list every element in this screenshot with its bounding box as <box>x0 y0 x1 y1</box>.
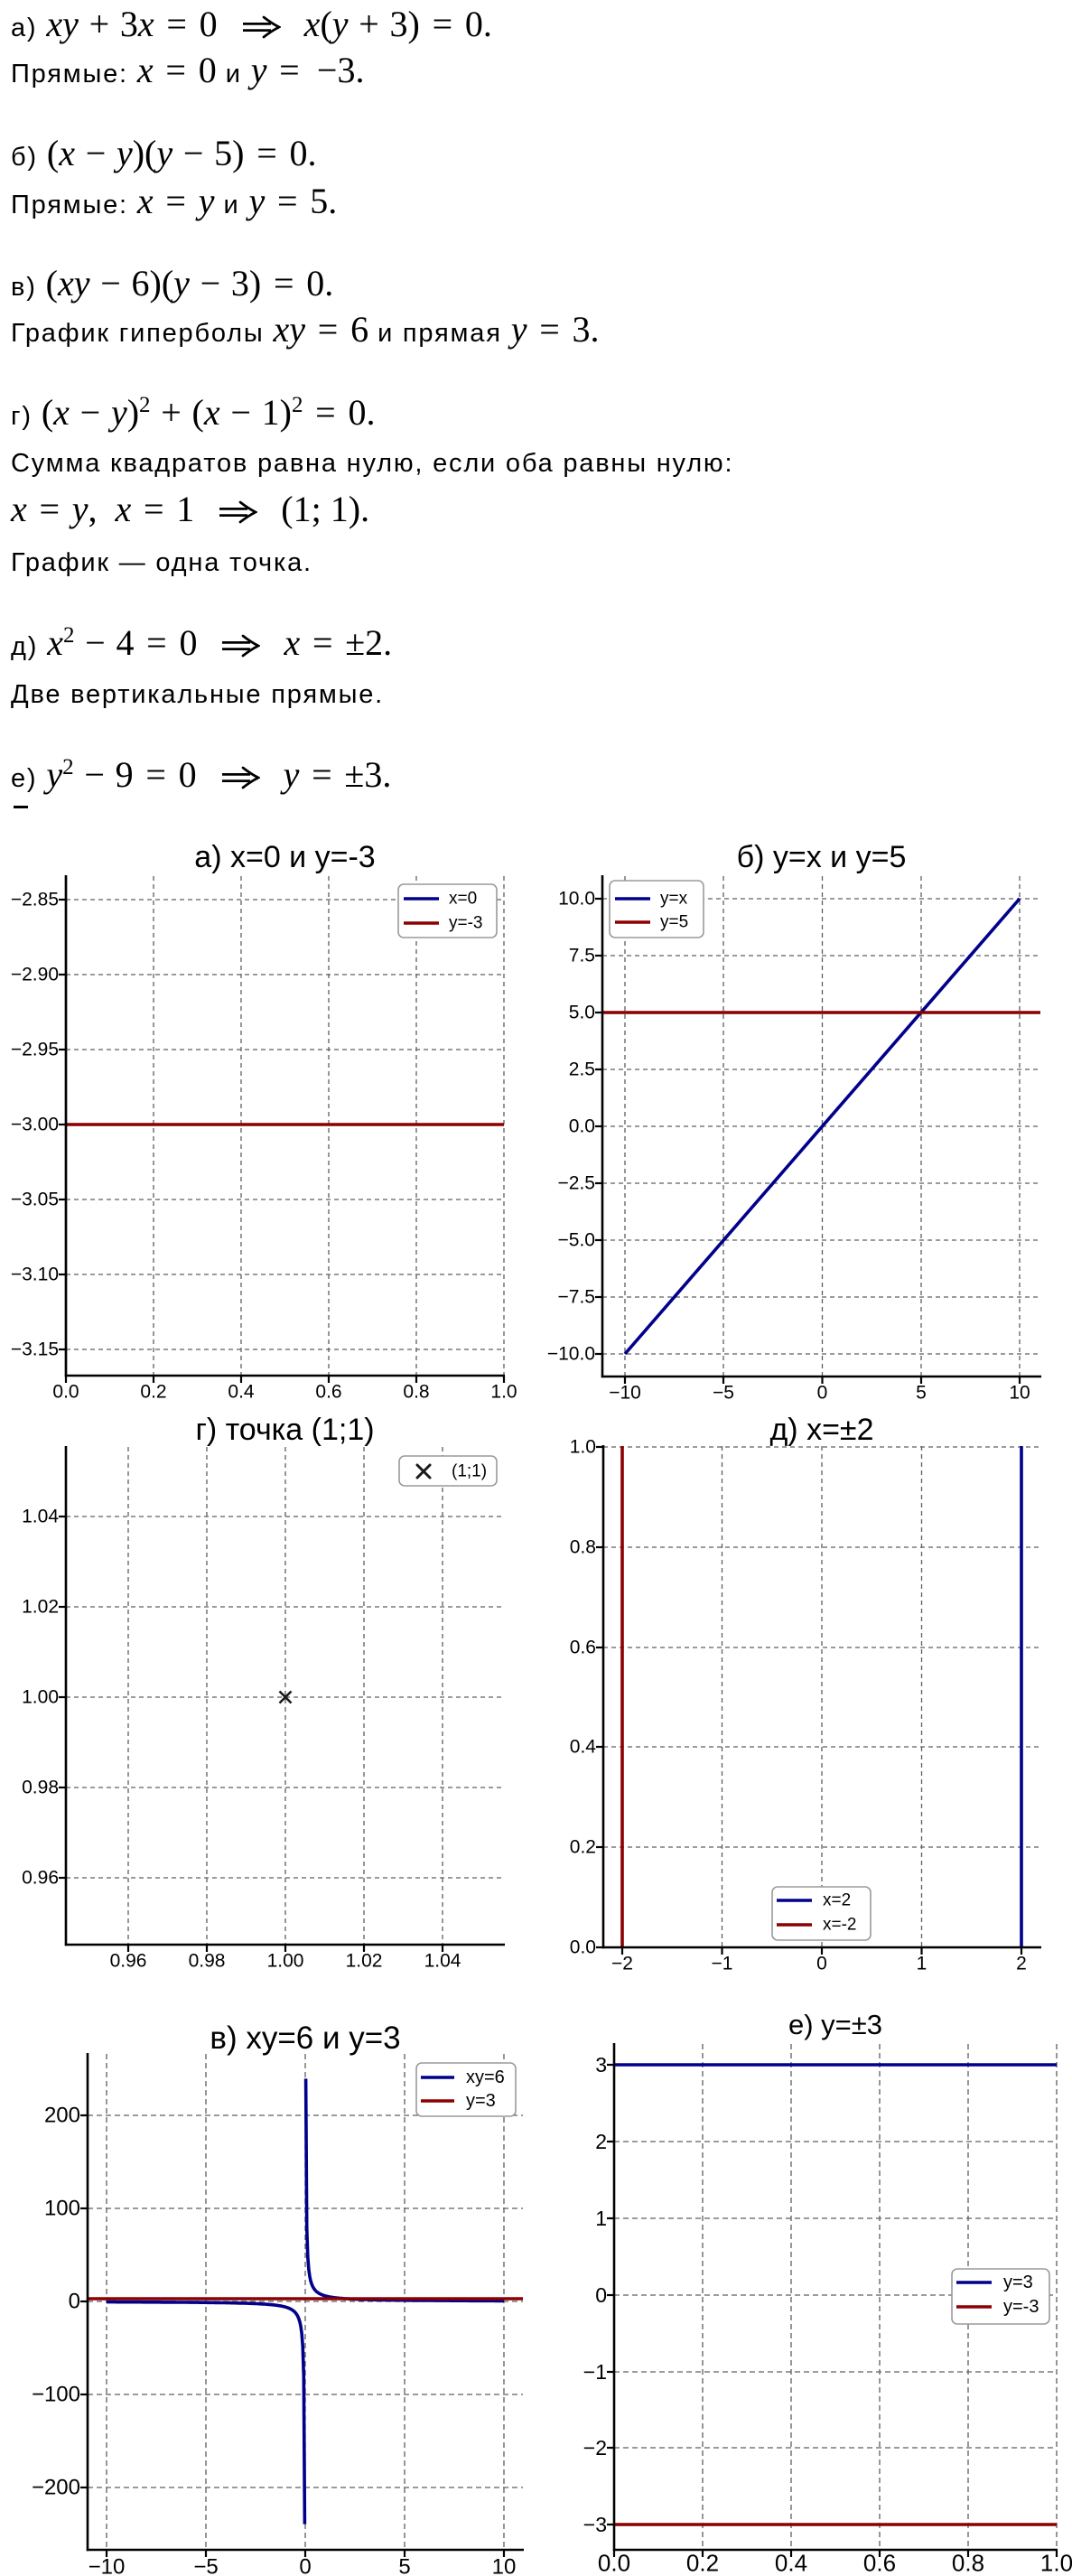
svg-text:(1;1): (1;1) <box>452 1462 487 1481</box>
svg-text:−200: −200 <box>32 2476 80 2500</box>
svg-text:0.4: 0.4 <box>570 1737 597 1758</box>
svg-text:y=-3: y=-3 <box>449 914 483 933</box>
svg-text:0: 0 <box>816 1953 827 1974</box>
svg-text:y=5: y=5 <box>660 913 688 932</box>
svg-text:0.0: 0.0 <box>570 1937 596 1958</box>
svg-text:5: 5 <box>398 2555 410 2576</box>
svg-text:0.98: 0.98 <box>22 1778 59 1798</box>
svg-text:7.5: 7.5 <box>569 946 595 966</box>
svg-text:е) y=±3: е) y=±3 <box>788 2009 882 2040</box>
svg-text:в) xy=6 и y=3: в) xy=6 и y=3 <box>210 2021 400 2056</box>
svg-text:−2.5: −2.5 <box>558 1173 595 1194</box>
svg-text:0.8: 0.8 <box>570 1537 596 1558</box>
svg-text:0.98: 0.98 <box>189 1950 226 1971</box>
svg-text:−10.0: −10.0 <box>547 1344 595 1365</box>
svg-text:2.5: 2.5 <box>569 1059 595 1080</box>
svg-text:−5.0: −5.0 <box>558 1230 595 1251</box>
svg-text:1.02: 1.02 <box>346 1950 383 1971</box>
svg-text:−100: −100 <box>32 2383 80 2407</box>
svg-text:−2: −2 <box>583 2436 607 2459</box>
svg-text:xy=6: xy=6 <box>466 2067 505 2087</box>
svg-text:10: 10 <box>1009 1382 1030 1403</box>
svg-text:0.0: 0.0 <box>569 1116 595 1137</box>
svg-text:−7.5: −7.5 <box>558 1287 595 1308</box>
svg-text:100: 100 <box>44 2197 80 2221</box>
svg-text:б) y=x и y=5: б) y=x и y=5 <box>737 840 907 874</box>
svg-text:1.0: 1.0 <box>1040 2549 1072 2576</box>
svg-text:0.6: 0.6 <box>863 2549 896 2576</box>
svg-text:2: 2 <box>1016 1953 1027 1974</box>
svg-text:2: 2 <box>595 2130 607 2153</box>
svg-text:1.04: 1.04 <box>22 1507 59 1527</box>
svg-text:0.6: 0.6 <box>315 1381 341 1402</box>
svg-text:0.0: 0.0 <box>598 2549 630 2576</box>
svg-text:0.8: 0.8 <box>403 1381 429 1402</box>
svg-text:1: 1 <box>917 1953 928 1974</box>
svg-text:−2.95: −2.95 <box>11 1040 59 1060</box>
svg-text:0.96: 0.96 <box>110 1950 147 1971</box>
svg-text:y=-3: y=-3 <box>1003 2297 1039 2317</box>
svg-text:x=0: x=0 <box>449 890 477 909</box>
svg-text:1.00: 1.00 <box>22 1687 59 1708</box>
svg-text:−3.05: −3.05 <box>11 1190 59 1210</box>
svg-text:0.2: 0.2 <box>570 1837 596 1858</box>
svg-text:y=x: y=x <box>660 890 688 909</box>
svg-text:y=3: y=3 <box>1003 2273 1033 2292</box>
svg-text:0: 0 <box>69 2290 80 2314</box>
svg-text:x=2: x=2 <box>823 1891 851 1910</box>
svg-text:5: 5 <box>916 1382 927 1403</box>
svg-text:0.4: 0.4 <box>228 1381 255 1402</box>
svg-text:−2.85: −2.85 <box>11 890 59 910</box>
svg-text:10: 10 <box>492 2555 517 2576</box>
svg-text:0.6: 0.6 <box>570 1638 596 1658</box>
svg-text:г) точка (1;1): г) точка (1;1) <box>195 1413 374 1447</box>
svg-text:0.2: 0.2 <box>686 2549 719 2576</box>
svg-text:−5: −5 <box>713 1382 734 1403</box>
svg-text:а) x=0 и y=-3: а) x=0 и y=-3 <box>194 840 375 874</box>
svg-text:5.0: 5.0 <box>569 1003 595 1023</box>
svg-text:−2.90: −2.90 <box>11 965 59 985</box>
svg-text:x=-2: x=-2 <box>823 1916 857 1935</box>
svg-text:д) x=±2: д) x=±2 <box>769 1413 873 1447</box>
svg-text:0.4: 0.4 <box>775 2549 807 2576</box>
svg-text:0.8: 0.8 <box>952 2549 984 2576</box>
svg-text:0.0: 0.0 <box>52 1381 79 1402</box>
svg-text:−2: −2 <box>611 1953 633 1974</box>
svg-text:−3.00: −3.00 <box>11 1115 59 1135</box>
svg-text:200: 200 <box>44 2104 80 2128</box>
svg-text:−3.15: −3.15 <box>11 1339 59 1360</box>
svg-text:−1: −1 <box>583 2360 607 2384</box>
svg-text:−10: −10 <box>609 1382 641 1403</box>
svg-text:−5: −5 <box>193 2555 218 2576</box>
svg-text:−10: −10 <box>89 2555 126 2576</box>
svg-text:1.04: 1.04 <box>424 1950 461 1971</box>
svg-text:0.2: 0.2 <box>140 1381 166 1402</box>
svg-text:1.0: 1.0 <box>490 1381 517 1402</box>
svg-text:1.00: 1.00 <box>267 1950 304 1971</box>
svg-text:3: 3 <box>595 2053 607 2077</box>
svg-text:0.96: 0.96 <box>22 1868 59 1889</box>
svg-text:−1: −1 <box>712 1953 733 1974</box>
svg-text:0: 0 <box>595 2283 607 2307</box>
svg-text:−3.10: −3.10 <box>11 1265 59 1285</box>
svg-text:1.0: 1.0 <box>570 1437 596 1458</box>
svg-text:1.02: 1.02 <box>22 1597 59 1618</box>
svg-text:1: 1 <box>595 2207 607 2230</box>
svg-text:y=3: y=3 <box>466 2091 496 2111</box>
svg-text:−3: −3 <box>583 2513 607 2536</box>
svg-text:0: 0 <box>817 1382 828 1403</box>
svg-text:0: 0 <box>299 2555 311 2576</box>
svg-text:10.0: 10.0 <box>558 889 595 910</box>
